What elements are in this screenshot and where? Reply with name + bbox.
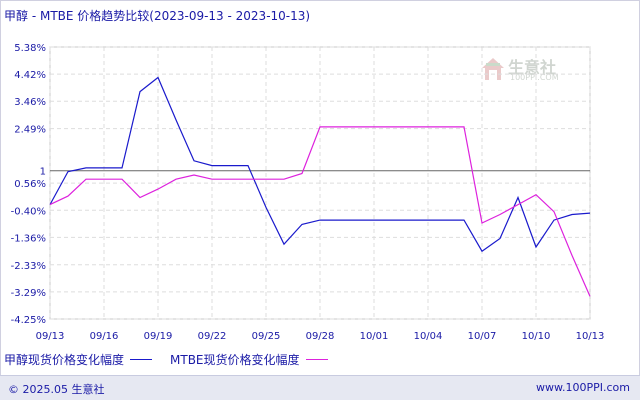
y-tick-label: -0.40% [11,206,46,217]
x-tick-label: 09/25 [252,331,281,342]
y-tick-label: 3.46% [14,97,46,108]
y-tick-label: -2.33% [11,261,46,272]
x-tick-label: 09/13 [36,331,65,342]
y-tick-label: -3.29% [11,288,46,299]
x-tick-label: 10/01 [360,331,389,342]
legend-label-series-1: 甲醇现货价格变化幅度 [4,353,125,367]
x-tick-label: 10/13 [576,331,605,342]
series-line-2 [49,126,591,297]
watermark-name: 生意社 [508,58,557,77]
x-tick-label: 10/07 [468,331,497,342]
legend-label-series-2: MTBE现货价格变化幅度 [170,353,300,367]
footer-copyright: © 2025.05 生意社 [8,383,105,396]
y-tick-label: -1.36% [11,233,46,244]
x-tick-label: 09/16 [90,331,119,342]
y-tick-label: 4.42% [14,70,46,81]
watermark-url: 100PPI.COM [510,73,559,82]
x-tick-label: 09/22 [198,331,227,342]
legend-swatch-series-2 [305,359,328,360]
x-tick-label: 10/10 [522,331,551,342]
y-tick-label: -4.25% [11,315,46,326]
chart-legend: 甲醇现货价格变化幅度 MTBE现货价格变化幅度 [4,351,346,368]
chart-title: 甲醇 - MTBE 价格趋势比较(2023-09-13 - 2023-10-13… [4,9,311,23]
legend-swatch-series-1 [130,359,153,360]
x-tick-label: 10/04 [414,331,443,342]
y-tick-label: 2.49% [14,125,46,136]
y-tick-label: 1 [40,167,46,178]
x-tick-label: 09/19 [144,331,173,342]
footer-bar: © 2025.05 生意社 www.100PPI.com [0,375,640,400]
series-line-1 [49,76,591,253]
y-tick-label: 5.38% [14,43,46,54]
y-tick-label: 0.56% [14,179,46,190]
x-tick-label: 09/28 [306,331,335,342]
footer-site-link[interactable]: www.100PPI.com [536,381,630,394]
